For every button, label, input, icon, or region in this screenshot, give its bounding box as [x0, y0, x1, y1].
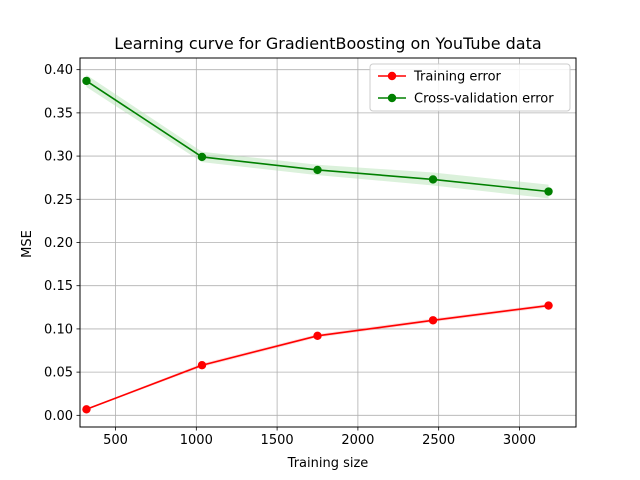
x-tick-label: 500 [103, 433, 128, 448]
legend-marker [387, 93, 397, 103]
series-0-point [313, 331, 322, 341]
series-1-point [544, 187, 553, 196]
x-tick-label: 2000 [341, 433, 374, 448]
series-1-point [82, 76, 91, 86]
series-lines [82, 76, 553, 414]
series-0-point [428, 316, 438, 325]
y-tick-label: 0.35 [44, 106, 73, 121]
y-axis-label: MSE [20, 230, 35, 258]
grid-lines [80, 58, 576, 427]
series-1-point [313, 165, 322, 175]
x-tick-label: 3000 [503, 433, 536, 448]
y-tick-label: 0.00 [44, 409, 73, 424]
axes: 500 1000 1500 2000 2500 3000 0.00 0.05 0.10 0.15 0… [44, 63, 536, 448]
x-tick-label: 1000 [180, 433, 213, 448]
y-tick-label: 0.15 [44, 279, 73, 294]
y-tick-label: 0.10 [44, 322, 73, 337]
x-axis-label: Training size [287, 456, 369, 471]
y-tick-label: 0.20 [44, 236, 73, 251]
y-tick-label: 0.05 [44, 366, 73, 381]
series-0-point [197, 361, 207, 370]
legend: Training error Cross-validation error [369, 63, 571, 112]
legend-entry: Training error [413, 70, 502, 85]
x-tick-label: 1500 [261, 433, 294, 448]
series-0-point [82, 405, 91, 414]
y-tick-label: 0.30 [44, 150, 73, 165]
chart-title: Learning curve for GradientBoosting on Y… [114, 34, 541, 53]
y-tick-label: 0.25 [44, 193, 73, 208]
legend-box [369, 63, 571, 112]
legend-entry: Cross-validation error [414, 92, 554, 107]
legend-marker [387, 71, 397, 81]
series-1-point [197, 152, 207, 162]
x-tick-label: 2500 [422, 433, 455, 448]
y-tick-label: 0.40 [44, 63, 73, 78]
series-1-point [428, 175, 438, 184]
series-0-point [544, 301, 553, 310]
